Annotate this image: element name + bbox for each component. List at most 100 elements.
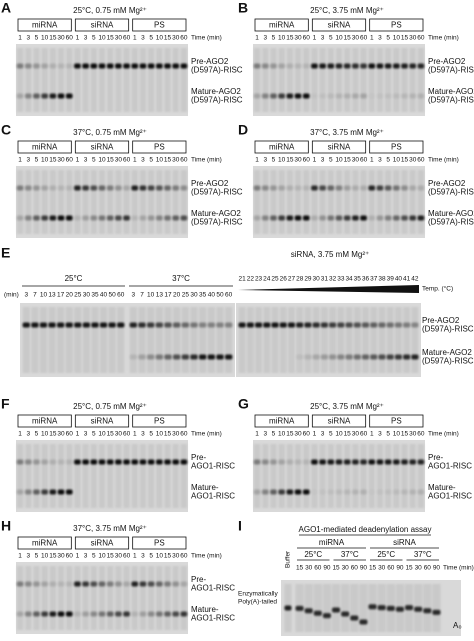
band-label: (D597A)-RISC — [191, 188, 243, 197]
lane-label: 15 — [401, 157, 409, 164]
band — [74, 581, 81, 587]
lane-smear — [352, 444, 359, 508]
lane-label: 3 — [24, 292, 28, 299]
band — [401, 93, 408, 99]
band — [139, 185, 147, 191]
band — [294, 215, 302, 221]
band — [343, 93, 351, 99]
band — [98, 611, 106, 617]
lane-smear — [263, 307, 271, 373]
group-label: 25°C — [65, 274, 83, 283]
band — [311, 185, 318, 191]
temp-label: 37°C — [414, 550, 432, 559]
lane-smear — [327, 48, 334, 112]
lane-smear — [393, 170, 400, 234]
lane-label: 3 — [378, 157, 382, 164]
band — [313, 610, 322, 616]
band — [376, 93, 384, 99]
lane-smear — [98, 566, 106, 630]
band — [286, 93, 294, 99]
lane-label: 25 — [74, 292, 82, 299]
band — [131, 581, 139, 587]
lane-label: 35 — [91, 292, 99, 299]
lane-smear — [57, 444, 65, 508]
band — [98, 581, 106, 587]
lane-smear — [156, 444, 163, 508]
lane-smear — [393, 444, 400, 508]
lane-label: 3 — [84, 431, 88, 438]
band — [302, 459, 310, 465]
lane-smear — [39, 307, 47, 373]
band — [302, 93, 310, 99]
temp-label: 25°C — [377, 550, 395, 559]
time-label: Time (min) — [191, 553, 222, 560]
lane-label: 3 — [26, 553, 30, 560]
temp-label: 32 — [329, 276, 337, 283]
lane-smear — [17, 566, 24, 630]
lane-smear — [344, 48, 351, 112]
lane-label: 5 — [329, 35, 333, 42]
band — [378, 322, 386, 328]
group-label: PS — [154, 417, 165, 426]
band — [368, 63, 376, 69]
band — [352, 489, 359, 495]
band — [384, 459, 392, 465]
lane-smear — [385, 170, 392, 234]
group-box — [17, 140, 72, 154]
band — [311, 215, 318, 221]
condition: 25°C, 3.75 mM Mg²⁺ — [310, 402, 384, 411]
lane-smear — [278, 170, 285, 234]
band — [172, 611, 180, 617]
lane-label: 10 — [393, 431, 401, 438]
band — [172, 354, 181, 360]
band — [16, 215, 24, 221]
lane-label: 3 — [84, 553, 88, 560]
lane-label: 15 — [286, 157, 294, 164]
lane-label: 1 — [313, 431, 317, 438]
band-label: (D597A)-RISC — [191, 96, 243, 105]
band — [401, 459, 408, 465]
lane-label: 15 — [164, 157, 172, 164]
lane-label: 30 — [172, 431, 180, 438]
band — [302, 489, 310, 495]
band-label: (D597A)-RISC — [191, 218, 243, 227]
lane-label: 1 — [370, 35, 374, 42]
band — [370, 354, 378, 360]
band — [98, 185, 106, 191]
lane-label: 15 — [107, 35, 115, 42]
band — [41, 611, 49, 617]
band — [345, 322, 353, 328]
lane-smear — [321, 307, 328, 373]
band — [261, 185, 269, 191]
lane-smear — [107, 444, 114, 508]
lane-smear — [319, 170, 326, 234]
band — [65, 215, 73, 221]
lane-smear — [22, 307, 30, 373]
band — [24, 185, 32, 191]
band — [253, 185, 261, 191]
lane-smear — [254, 170, 261, 234]
band — [74, 215, 81, 221]
lane-label: 15 — [49, 431, 57, 438]
lane-label: 15 — [107, 553, 115, 560]
band — [417, 489, 425, 495]
lane-label: 90 — [396, 565, 404, 572]
band — [24, 611, 32, 617]
band — [311, 459, 318, 465]
lane-smear — [262, 444, 269, 508]
lane-label: 50 — [216, 292, 224, 299]
lane-smear — [401, 170, 408, 234]
lane-label: 60 — [387, 565, 395, 572]
band — [155, 215, 163, 221]
lane-label: 3 — [141, 35, 145, 42]
band — [123, 215, 130, 221]
lane-smear — [329, 307, 336, 373]
band-label: (D597A)-RISC — [422, 357, 474, 366]
group-box — [17, 414, 72, 428]
condition: 25°C, 0.75 mM Mg²⁺ — [73, 6, 147, 15]
lane-smear — [91, 307, 99, 373]
lane-smear — [312, 307, 320, 373]
lane-label: 3 — [84, 35, 88, 42]
lane-smear — [82, 307, 90, 373]
lane-smear — [303, 444, 310, 508]
